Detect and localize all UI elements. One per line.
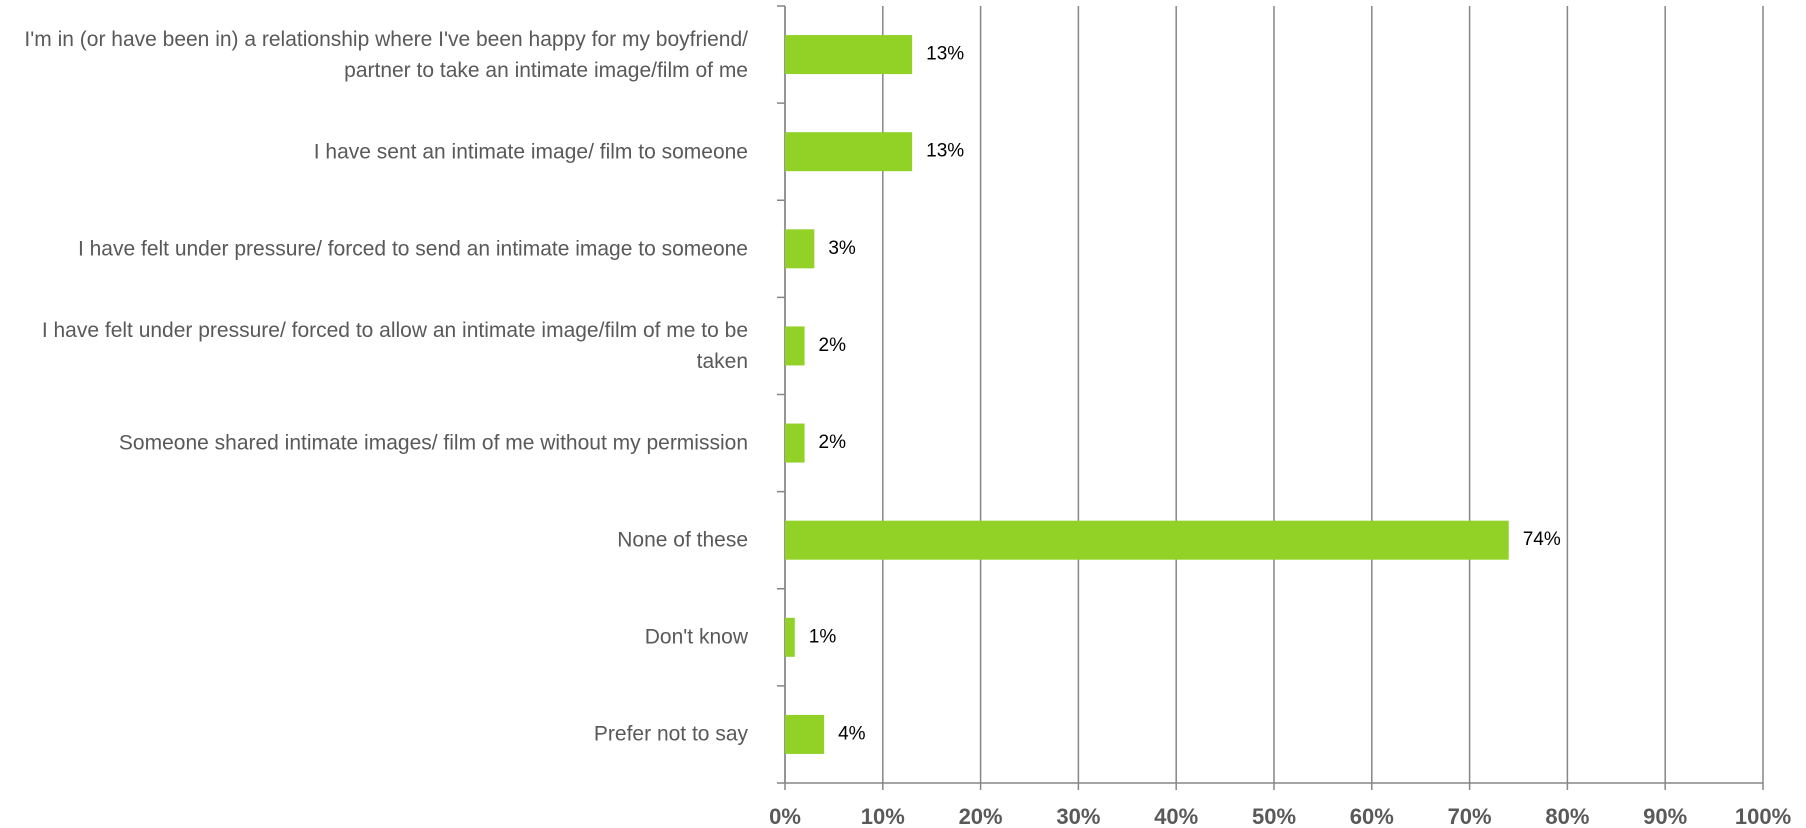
x-tick-label: 50%	[1252, 804, 1296, 828]
value-label: 13%	[926, 141, 964, 162]
category-label: None of these	[617, 528, 748, 552]
category-label: I have felt under pressure/ forced to se…	[77, 237, 748, 261]
x-tick-label: 60%	[1350, 804, 1394, 828]
bar	[785, 326, 805, 366]
bar	[785, 132, 913, 172]
value-label: 1%	[809, 626, 837, 647]
x-tick-label: 20%	[959, 804, 1003, 828]
category-label: Prefer not to say	[593, 722, 748, 746]
x-tick-label: 40%	[1154, 804, 1198, 828]
value-label: 2%	[819, 432, 847, 453]
bar	[785, 617, 795, 657]
x-tick-label: 100%	[1735, 804, 1791, 828]
category-label: Don't know	[644, 625, 748, 649]
x-tick-label: 0%	[769, 804, 801, 828]
value-label: 13%	[926, 44, 964, 65]
x-tick-label: 30%	[1056, 804, 1100, 828]
bar	[785, 35, 913, 75]
category-label: I have sent an intimate image/ film to s…	[313, 140, 748, 164]
x-tick-label: 90%	[1643, 804, 1687, 828]
x-tick-label: 70%	[1448, 804, 1492, 828]
value-label: 4%	[838, 723, 866, 744]
value-label: 3%	[828, 238, 856, 259]
bar	[785, 229, 815, 269]
category-label: I'm in (or have been in) a relationship …	[24, 27, 748, 82]
x-tick-label: 80%	[1545, 804, 1589, 828]
x-tick-label: 10%	[861, 804, 905, 828]
bar	[785, 714, 825, 754]
bar	[785, 423, 805, 463]
category-label: I have felt under pressure/ forced to al…	[41, 318, 748, 373]
value-label: 2%	[819, 335, 847, 356]
category-label: Someone shared intimate images/ film of …	[118, 431, 748, 455]
value-label: 74%	[1523, 529, 1561, 550]
bar	[785, 520, 1509, 560]
